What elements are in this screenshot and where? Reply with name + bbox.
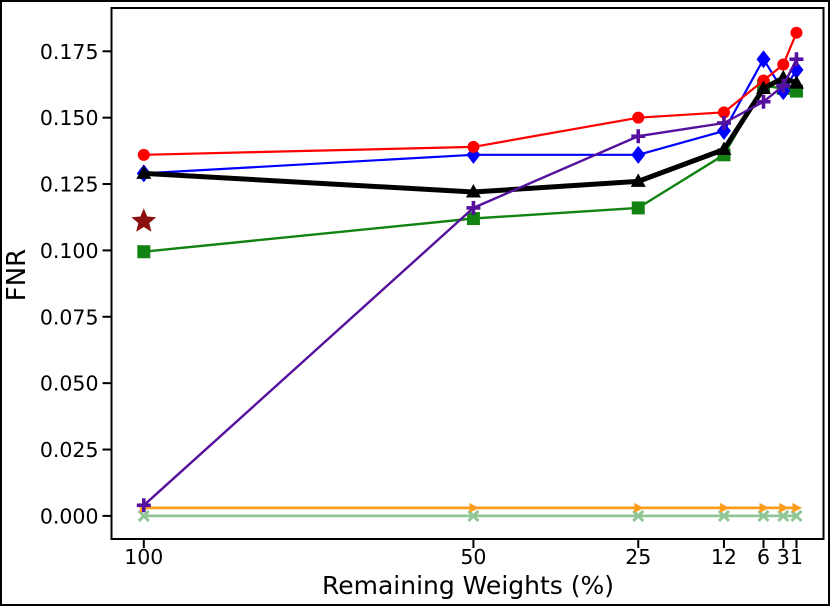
series-dark-purple-plus: [136, 52, 804, 513]
y-tick-label: 0.075: [40, 305, 99, 329]
y-tick-label: 0.025: [40, 438, 99, 462]
x-tick-label: 100: [124, 545, 163, 569]
x-axis-title: Remaining Weights (%): [321, 571, 615, 600]
series-black-triangles: [136, 69, 804, 198]
series-red-circles: [137, 26, 803, 161]
y-axis-title: FNR: [2, 248, 32, 302]
x-tick-label: 50: [460, 545, 486, 569]
x-tick-label: 12: [711, 545, 737, 569]
y-tick-label: 0.175: [40, 40, 99, 64]
y-tick-label: 0.150: [40, 106, 99, 130]
point-dark-red-star: [131, 208, 157, 232]
series-orange-right-arrows: [139, 502, 802, 513]
x-tick-label: 1: [790, 545, 803, 569]
y-axis-ticks: 0.000 0.025 0.050 0.075 0.100 0.125 0.150 0.175: [40, 40, 111, 528]
y-tick-label: 0.050: [40, 372, 99, 396]
x-tick-label: 25: [625, 545, 651, 569]
y-tick-label: 0.000: [40, 504, 99, 528]
plot-area: [110, 7, 825, 540]
x-tick-label: 6: [757, 545, 770, 569]
y-tick-label: 0.100: [40, 239, 99, 263]
x-tick-label: 3: [777, 545, 790, 569]
y-tick-label: 0.125: [40, 173, 99, 197]
x-axis-ticks: 100 50 25 12 6 3 1: [124, 540, 803, 569]
